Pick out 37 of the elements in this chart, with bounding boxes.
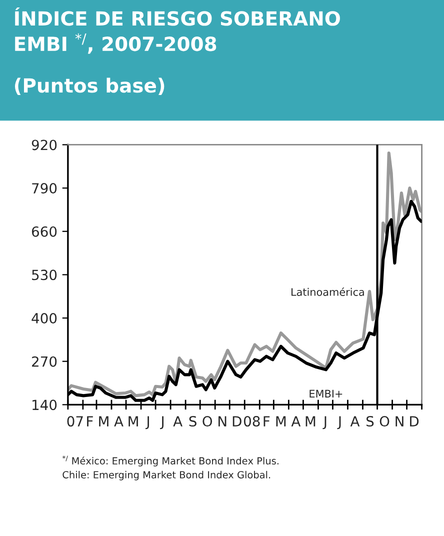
series-label: Latinoamérica — [292, 287, 364, 296]
x-tick-label: N — [218, 416, 226, 426]
y-tick-label: 270 — [32, 356, 57, 367]
x-tick-label: 07 — [67, 416, 83, 427]
x-tick-label: M — [99, 416, 108, 426]
x-tick-label: S — [189, 416, 196, 427]
chart-subtitle: (Puntos base) — [14, 78, 164, 96]
x-tick-label: J — [337, 416, 341, 430]
x-tick-label: D — [410, 416, 419, 426]
x-tick-label: N — [396, 416, 404, 426]
x-tick-label: M — [128, 416, 138, 426]
x-tick-label: A — [114, 416, 124, 426]
x-tick-label: M — [306, 416, 316, 426]
y-tick-label: 920 — [32, 140, 57, 150]
y-tick-label: 140 — [32, 400, 57, 410]
x-tick-label: A — [173, 416, 182, 426]
text: EMBI+ — [310, 390, 342, 398]
y-tick-label: 400 — [32, 312, 57, 324]
x-tick-label: S — [366, 416, 374, 427]
x-tick-label: 08 — [244, 416, 260, 427]
x-tick-label: J — [322, 416, 326, 430]
line-series — [68, 152, 422, 398]
chart-title: ÍNDICE DE RIESGO SOBERANO EMBI $^{*/}$, 2007-2008 — [15, 8, 340, 54]
x-tick-label: D — [232, 416, 242, 426]
x-tick-label: J — [160, 416, 164, 430]
y-tick-label: 530 — [32, 270, 57, 280]
y-tick-label: 790 — [32, 183, 57, 194]
x-tick-label: F — [87, 416, 93, 426]
x-tick-label: F — [264, 416, 270, 426]
x-tick-label: O — [202, 416, 212, 427]
x-tick-label: A — [291, 416, 301, 426]
y-tick-label: 660 — [32, 226, 57, 237]
x-tick-label: J — [146, 416, 149, 430]
text: $^{*/}$ México: Emerging Market Bond Index Plus. Chile: Emerging Market Bond Index Global. — [62, 456, 278, 480]
x-tick-label: A — [350, 416, 360, 426]
x-tick-label: M — [276, 416, 286, 426]
x-tick-label: O — [380, 416, 390, 427]
